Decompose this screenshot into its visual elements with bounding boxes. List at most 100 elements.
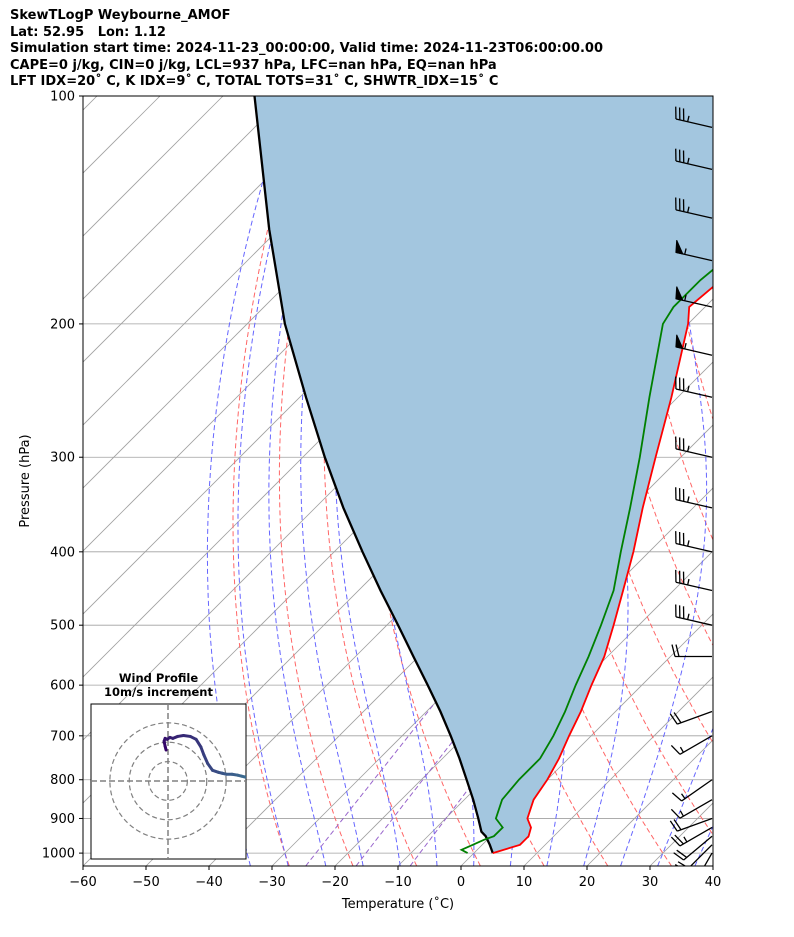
barb-half-feather [687,115,690,122]
x-tick-label: 10 [516,875,533,890]
barb-flag [675,239,684,255]
x-axis-label: Temperature (˚C) [341,896,454,912]
wind-barb [675,148,713,171]
wind-barb [675,334,713,356]
hodograph-segment [202,753,210,766]
barb-shaft [677,710,713,725]
time-info: Simulation start time: 2024-11-23_00:00:… [10,41,603,57]
barb-half-feather [687,445,690,452]
wind-barb [675,197,713,219]
barb-full-feather [675,644,680,657]
stability-indices: LFT IDX=20˚ C, K IDX=9˚ C, TOTAL TOTS=31… [10,74,499,90]
moist-adiabat [237,96,311,866]
moist-adiabat [620,96,708,866]
wind-barb [675,106,713,128]
barb-half-feather [690,879,695,882]
barb-shaft [675,542,713,553]
wind-barb [670,826,713,847]
barb-full-feather [674,834,684,845]
wind-barb [675,531,713,553]
inset-title: Wind Profile [119,671,199,685]
mixing-ratio-line [305,684,450,866]
wind-barb [670,799,713,819]
barb-half-feather [684,294,687,301]
barb-shaft [689,844,713,866]
wind-barb [675,604,713,626]
barb-flag [675,334,684,350]
barb-shaft [675,118,713,128]
wind-barb [675,569,713,592]
barb-half-feather [687,385,690,392]
barb-full-feather [673,852,685,861]
wind-barb [670,735,713,755]
wind-barb [675,487,713,509]
y-tick-label: 500 [50,619,75,634]
barb-full-feather [673,819,682,831]
barb-full-feather [670,836,681,847]
barb-full-feather [671,792,683,802]
y-tick-label: 800 [50,773,75,788]
isotherm-gridline [83,96,287,300]
barb-full-feather [670,808,681,819]
dry-adiabat [728,96,794,866]
barb-half-feather [683,836,688,843]
barb-shaft [675,581,713,592]
barb-shaft [703,852,713,866]
barb-full-feather [671,644,676,657]
inset-subtitle: 10m/s increment [104,685,213,699]
barb-half-feather [679,746,684,753]
x-tick-label: −10 [384,875,411,890]
isotherm-gridline [83,96,98,111]
hodograph-plot [91,704,246,859]
barb-flag [675,286,684,302]
barb-full-feather [682,882,694,885]
barb-half-feather [679,810,684,817]
dry-adiabat [278,96,354,866]
parcel-profile-line [253,96,494,854]
dry-adiabat [662,96,713,421]
y-tick-label: 400 [50,545,75,560]
wind-barb [675,436,713,458]
wind-barb [682,852,713,885]
moist-adiabat [268,96,333,866]
barb-full-feather [670,744,681,755]
barb-shaft [679,826,713,847]
barb-shaft [675,160,713,171]
isotherm-gridline [712,865,713,866]
barb-shaft [675,498,713,509]
y-tick-label: 200 [50,317,75,332]
barb-shaft [679,799,713,819]
barb-half-feather [687,613,690,620]
barb-half-feather [687,540,690,547]
wind-barb [669,710,713,725]
hodograph-segment [194,737,203,749]
isotherm-gridline [83,96,350,363]
isotherm-gridline [83,96,224,237]
y-tick-label: 300 [50,451,75,466]
x-tick-label: 30 [642,875,659,890]
dry-adiabat [232,96,305,866]
barb-half-feather [687,206,690,213]
moist-adiabat [300,96,364,866]
cape-cin-shading [254,96,713,854]
barb-half-feather [680,793,686,800]
moist-adiabat [657,727,713,866]
barb-shaft [675,388,713,398]
wind-barb [675,376,713,398]
barb-shaft [683,835,713,861]
cape-info: CAPE=0 j/kg, CIN=0 j/kg, LCL=937 hPa, LF… [10,57,497,73]
x-tick-label: −20 [321,875,348,890]
dry-adiabat [760,96,794,866]
barb-half-feather [684,248,687,255]
wind-barb [675,239,713,262]
x-tick-label: 40 [705,875,722,890]
moist-adiabat [206,96,290,866]
y-tick-label: 600 [50,679,75,694]
x-tick-label: 20 [579,875,596,890]
x-tick-label: 0 [457,875,465,890]
axes: −60 −50 −40 −30 −20 −10 0 10 20 30 40 100 200 300 400 5… [18,90,721,913]
isotherm-gridline [460,613,713,866]
y-axis-label: Pressure (hPa) [18,434,33,527]
